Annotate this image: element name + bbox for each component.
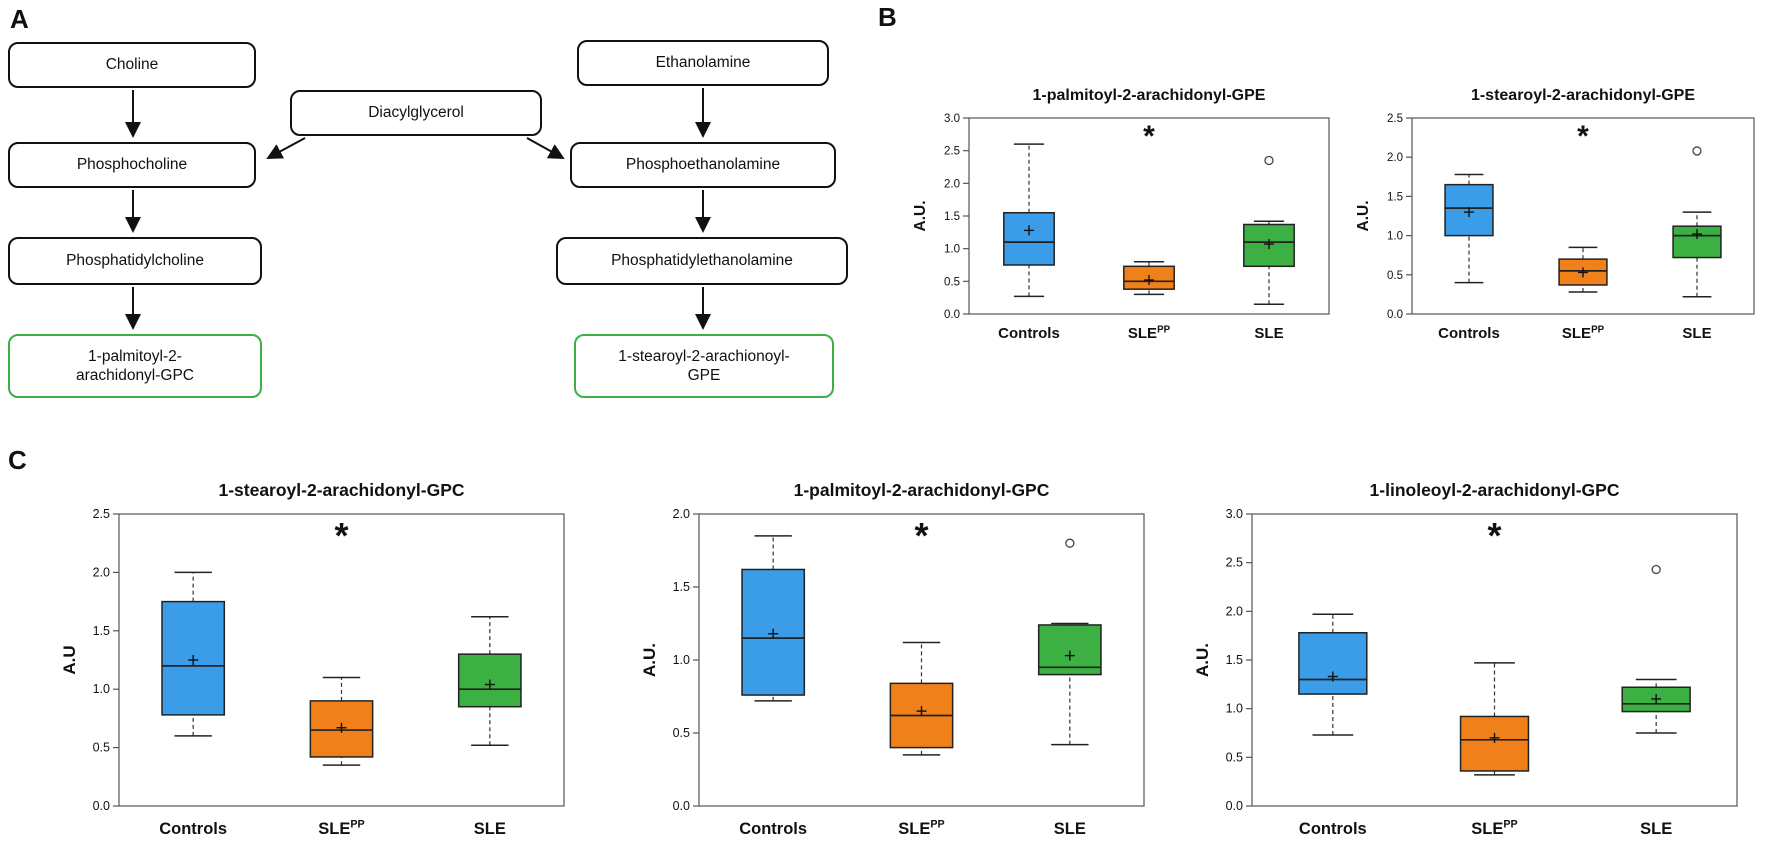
- svg-text:SLEPP: SLEPP: [1562, 324, 1605, 342]
- panel-label-a: A: [10, 4, 29, 34]
- node-ethanolamine: Ethanolamine: [577, 40, 829, 86]
- panel-label-b: B: [878, 2, 897, 32]
- svg-text:0.5: 0.5: [1387, 270, 1403, 282]
- svg-text:*: *: [1143, 120, 1155, 153]
- svg-text:SLE: SLE: [1054, 820, 1086, 838]
- svg-text:1.0: 1.0: [1387, 231, 1403, 243]
- diagram-arrows-icon: [125, 88, 711, 330]
- svg-text:2.0: 2.0: [93, 565, 110, 579]
- svg-text:0.5: 0.5: [944, 276, 960, 288]
- svg-text:*: *: [1487, 515, 1501, 556]
- boxplot-palmitoyl-arachidonyl-gpc: 1-palmitoyl-2-arachidonyl-GPC 0.0 0.5 1.0 1.…: [635, 468, 1160, 856]
- svg-text:A.U.: A.U.: [912, 201, 929, 232]
- pathway-diagram: Choline Phosphocholine Phosphatidylcholi…: [0, 0, 870, 430]
- svg-text:1.5: 1.5: [1226, 653, 1243, 667]
- svg-text:1-palmitoyl-2-arachidonyl-GPC: 1-palmitoyl-2-arachidonyl-GPC: [794, 480, 1050, 500]
- svg-text:0.5: 0.5: [673, 726, 690, 740]
- svg-text:1.0: 1.0: [944, 244, 960, 256]
- svg-text:Controls: Controls: [998, 325, 1060, 342]
- svg-text:1.5: 1.5: [93, 624, 110, 638]
- svg-text:1-palmitoyl-2-arachidonyl-GPE: 1-palmitoyl-2-arachidonyl-GPE: [1033, 87, 1266, 104]
- node-phosphatidylethanolamine: Phosphatidylethanolamine: [556, 237, 848, 285]
- svg-text:SLEPP: SLEPP: [318, 819, 364, 838]
- node-choline: Choline: [8, 42, 256, 88]
- svg-text:A.U.: A.U.: [1193, 643, 1212, 677]
- node-phosphoethanolamine: Phosphoethanolamine: [570, 142, 836, 188]
- svg-text:0.0: 0.0: [673, 799, 690, 813]
- svg-text:3.0: 3.0: [944, 113, 960, 125]
- svg-text:Controls: Controls: [1299, 820, 1367, 838]
- boxplot-linoleoyl-arachidonyl-gpc: 1-linoleoyl-2-arachidonyl-GPC 0.0 0.5 1.0 1.…: [1188, 468, 1753, 856]
- node-palmitoyl-arachidonyl-gpc: 1-palmitoyl-2- arachidonyl-GPC: [8, 334, 262, 398]
- svg-text:SLEPP: SLEPP: [1128, 324, 1171, 342]
- svg-text:0.0: 0.0: [944, 309, 960, 321]
- svg-text:0.0: 0.0: [1387, 309, 1403, 321]
- svg-text:2.5: 2.5: [93, 507, 110, 521]
- node-phosphocholine: Phosphocholine: [8, 142, 256, 188]
- svg-text:A.U.: A.U.: [1355, 201, 1372, 232]
- svg-text:2.5: 2.5: [1387, 113, 1403, 125]
- svg-text:2.5: 2.5: [944, 146, 960, 158]
- node-stearoyl-arachionoyl-gpe: 1-stearoyl-2-arachionoyl- GPE: [574, 334, 834, 398]
- svg-text:3.0: 3.0: [1226, 507, 1243, 521]
- svg-text:1.0: 1.0: [93, 682, 110, 696]
- node-diacylglycerol: Diacylglycerol: [290, 90, 542, 136]
- panel-label-c: C: [8, 445, 27, 475]
- svg-text:Controls: Controls: [1438, 325, 1500, 342]
- svg-text:SLE: SLE: [474, 820, 506, 838]
- svg-text:2.0: 2.0: [673, 507, 690, 521]
- svg-text:0.5: 0.5: [1226, 750, 1243, 764]
- svg-text:A.U.: A.U.: [640, 643, 659, 677]
- svg-text:2.0: 2.0: [1226, 604, 1243, 618]
- node-phosphatidylcholine: Phosphatidylcholine: [8, 237, 262, 285]
- svg-text:1.0: 1.0: [1226, 702, 1243, 716]
- svg-text:2.0: 2.0: [1387, 152, 1403, 164]
- svg-text:1.0: 1.0: [673, 653, 690, 667]
- svg-text:SLEPP: SLEPP: [1471, 819, 1517, 838]
- svg-text:Controls: Controls: [159, 820, 227, 838]
- svg-text:*: *: [334, 515, 348, 556]
- svg-text:*: *: [914, 515, 928, 556]
- svg-text:1-stearoyl-2-arachidonyl-GPC: 1-stearoyl-2-arachidonyl-GPC: [218, 480, 464, 500]
- svg-text:1.5: 1.5: [944, 211, 960, 223]
- boxplot-palmitoyl-arachidonyl-gpe: 1-palmitoyl-2-arachidonyl-GPE 0.0 0.5 1.0 1.…: [905, 78, 1345, 358]
- svg-text:SLE: SLE: [1682, 325, 1711, 342]
- svg-text:*: *: [1577, 120, 1589, 153]
- svg-text:SLEPP: SLEPP: [898, 819, 944, 838]
- svg-text:1-stearoyl-2-arachidonyl-GPE: 1-stearoyl-2-arachidonyl-GPE: [1471, 87, 1695, 104]
- boxplot-stearoyl-arachidonyl-gpe: 1-stearoyl-2-arachidonyl-GPE 0.0 0.5 1.0 1.5…: [1348, 78, 1770, 358]
- svg-text:0.5: 0.5: [93, 741, 110, 755]
- svg-text:SLE: SLE: [1640, 820, 1672, 838]
- svg-text:2.0: 2.0: [944, 178, 960, 190]
- svg-text:1.5: 1.5: [1387, 191, 1403, 203]
- svg-text:1-linoleoyl-2-arachidonyl-GPC: 1-linoleoyl-2-arachidonyl-GPC: [1370, 480, 1620, 500]
- svg-text:1.5: 1.5: [673, 580, 690, 594]
- svg-text:0.0: 0.0: [1226, 799, 1243, 813]
- svg-text:SLE: SLE: [1254, 325, 1283, 342]
- svg-text:0.0: 0.0: [93, 799, 110, 813]
- svg-text:Controls: Controls: [739, 820, 807, 838]
- boxplot-stearoyl-arachidonyl-gpc: 1-stearoyl-2-arachidonyl-GPC 0.0 0.5 1.0 1.5…: [55, 468, 580, 856]
- svg-text:A.U: A.U: [60, 645, 79, 674]
- svg-text:2.5: 2.5: [1226, 556, 1243, 570]
